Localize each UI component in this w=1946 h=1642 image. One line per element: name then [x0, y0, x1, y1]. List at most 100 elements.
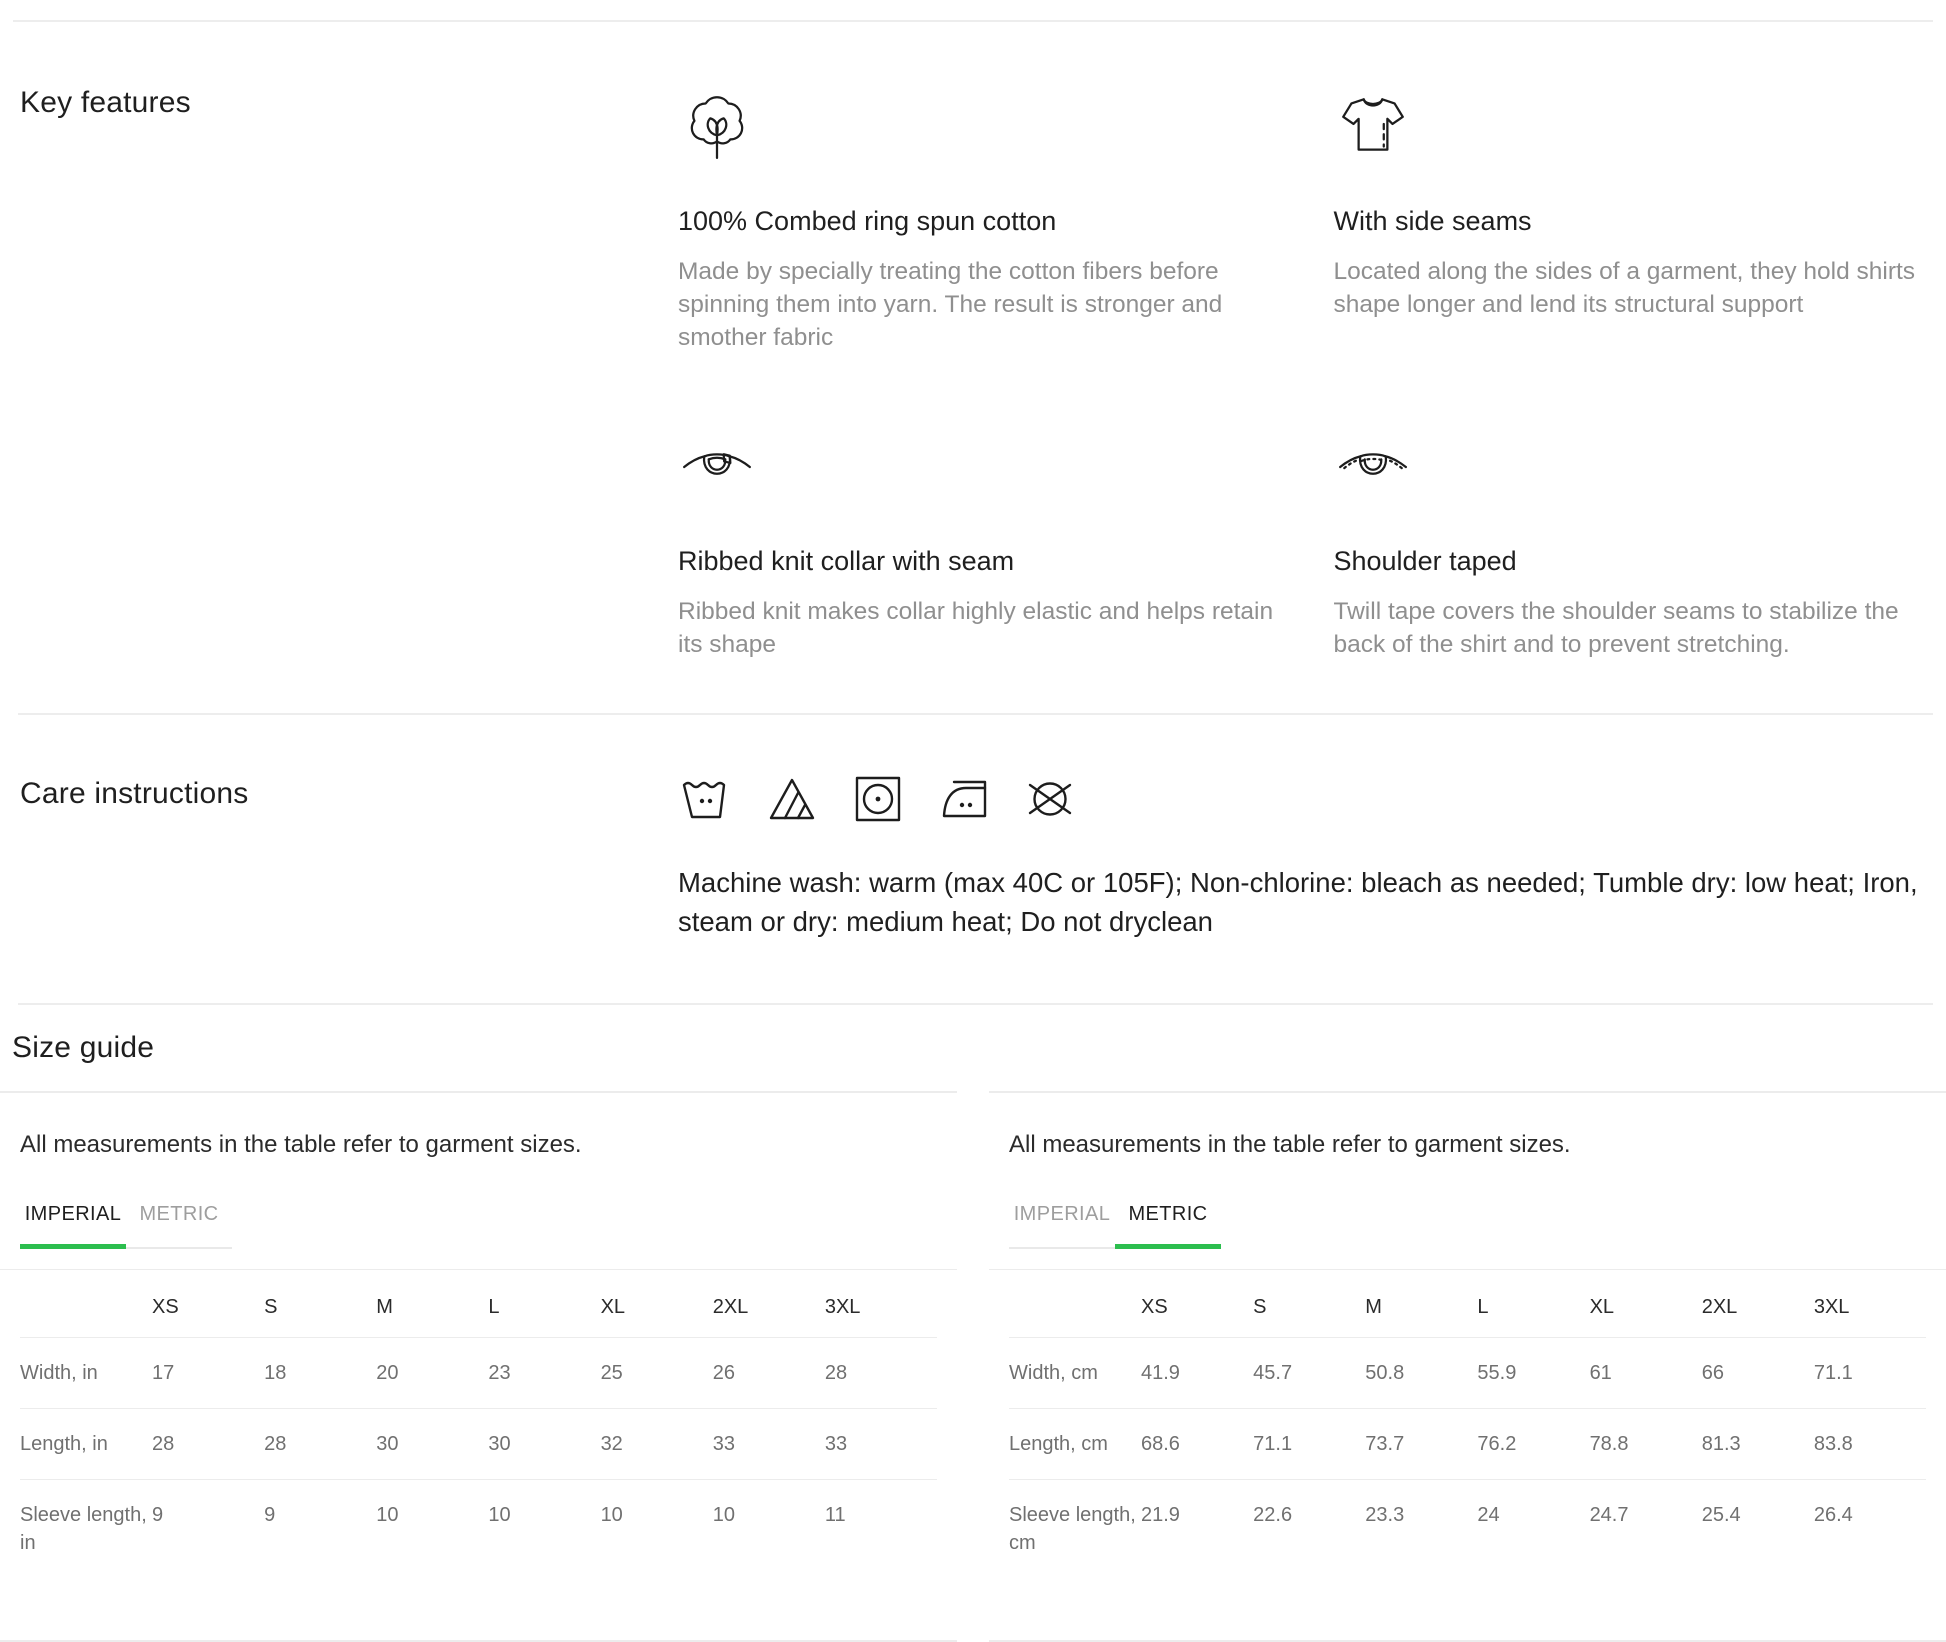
- cell-value: 25: [600, 1337, 713, 1409]
- cell-value: 33: [712, 1408, 825, 1480]
- column-header-l: L: [488, 1270, 601, 1338]
- column-header-3xl: 3XL: [1813, 1270, 1926, 1338]
- cell-value: 23.3: [1365, 1504, 1405, 1526]
- table-row-width: Width, in 17 18 20 23 25 26 28: [20, 1337, 937, 1409]
- column-header-2xl: 2XL: [1701, 1270, 1814, 1338]
- cell-value: 24.7: [1589, 1504, 1629, 1526]
- cell-value: 30: [376, 1408, 489, 1480]
- row-label: Width, in: [20, 1337, 152, 1409]
- cell-value: 55.9: [1477, 1337, 1590, 1409]
- column-header-xs: XS: [1141, 1270, 1254, 1338]
- care-icons-row: [678, 771, 1933, 827]
- cell-value: 25.4: [1701, 1504, 1741, 1526]
- cell-value: 61: [1589, 1337, 1702, 1409]
- unit-tabs: IMPERIAL METRIC: [20, 1203, 957, 1249]
- ribbed-collar-icon: [678, 426, 1278, 504]
- cell-value: 10: [376, 1504, 399, 1526]
- table-row-length: Length, cm 68.6 71.1 73.7 76.2 78.8 81.3…: [1009, 1408, 1926, 1480]
- tumble-dry-icon: [855, 776, 901, 822]
- feature-title: 100% Combed ring spun cotton: [678, 206, 1057, 236]
- cell-value: 24: [1477, 1504, 1500, 1526]
- top-divider: [13, 20, 1933, 22]
- cell-value: 21.9: [1141, 1504, 1180, 1526]
- row-label: Width, cm: [1009, 1337, 1141, 1409]
- size-table-metric: XS S M L XL 2XL 3XL Width, cm 41.9 45.7 …: [1009, 1270, 1926, 1578]
- iron-icon: [942, 780, 987, 818]
- column-header-2xl: 2XL: [712, 1270, 825, 1338]
- cell-value: 45.7: [1253, 1337, 1366, 1409]
- key-features-heading: Key features: [20, 86, 191, 119]
- tab-imperial[interactable]: IMPERIAL: [20, 1203, 126, 1249]
- cell-value: 26: [712, 1337, 825, 1409]
- column-header-s: S: [264, 1270, 377, 1338]
- column-header-s: S: [1253, 1270, 1366, 1338]
- table-row-sleeve-length: Sleeve length, cm 21.9 22.6 23.3 24 24.7…: [1009, 1480, 1926, 1579]
- table-row-width: Width, cm 41.9 45.7 50.8 55.9 61 66 71.1: [1009, 1337, 1926, 1409]
- tab-metric[interactable]: METRIC: [1115, 1203, 1221, 1249]
- feature-description: Ribbed knit makes collar highly elastic …: [678, 598, 1274, 658]
- tab-metric[interactable]: METRIC: [126, 1203, 232, 1249]
- cell-value: 73.7: [1365, 1408, 1478, 1480]
- cell-value: 50.8: [1365, 1337, 1478, 1409]
- care-instructions-heading: Care instructions: [20, 777, 249, 810]
- tab-imperial[interactable]: IMPERIAL: [1009, 1203, 1115, 1249]
- feature-shoulder-taped: Shoulder taped Twill tape covers the sho…: [1334, 426, 1934, 661]
- row-label: Sleeve length, cm: [1009, 1504, 1136, 1554]
- column-header-l: L: [1477, 1270, 1590, 1338]
- side-seams-icon: [1334, 86, 1934, 164]
- column-header-m: M: [376, 1270, 489, 1338]
- feature-side-seams: With side seams Located along the sides …: [1334, 86, 1934, 354]
- column-header-xs: XS: [152, 1270, 265, 1338]
- tabs-divider: [989, 1269, 1946, 1270]
- cell-value: 66: [1701, 1337, 1814, 1409]
- cell-value: 22.6: [1253, 1504, 1293, 1526]
- cell-value: 76.2: [1477, 1408, 1590, 1480]
- feature-title: Ribbed knit collar with seam: [678, 546, 1015, 576]
- non-chlorine-bleach-icon: [769, 778, 815, 820]
- care-instructions-text: Machine wash: warm (max 40C or 105F); No…: [678, 867, 1918, 937]
- cell-value: 68.6: [1141, 1408, 1254, 1480]
- column-header-3xl: 3XL: [824, 1270, 937, 1338]
- cell-value: 10: [488, 1504, 511, 1526]
- column-header-xl: XL: [600, 1270, 713, 1338]
- cell-value: 23: [488, 1337, 601, 1409]
- size-guide-panels: All measurements in the table refer to g…: [0, 1091, 1946, 1642]
- cell-value: 28: [152, 1408, 265, 1480]
- cell-value: 20: [376, 1337, 489, 1409]
- cell-value: 17: [152, 1337, 265, 1409]
- cell-value: 81.3: [1701, 1408, 1814, 1480]
- feature-title: Shoulder taped: [1333, 546, 1517, 576]
- cell-value: 28: [264, 1408, 377, 1480]
- feature-description: Made by specially treating the cotton fi…: [678, 258, 1223, 351]
- measurements-note: All measurements in the table refer to g…: [1009, 1131, 1571, 1158]
- features-grid: 100% Combed ring spun cotton Made by spe…: [678, 86, 1933, 661]
- table-row-length: Length, in 28 28 30 30 32 33 33: [20, 1408, 937, 1480]
- do-not-dryclean-icon: [1028, 782, 1072, 816]
- feature-description: Located along the sides of a garment, th…: [1333, 258, 1916, 318]
- column-header-m: M: [1365, 1270, 1478, 1338]
- measurements-note: All measurements in the table refer to g…: [20, 1131, 582, 1158]
- row-label: Length, in: [20, 1408, 152, 1480]
- tabs-divider: [0, 1269, 957, 1270]
- cell-value: 11: [824, 1504, 846, 1526]
- cell-value: 78.8: [1589, 1408, 1702, 1480]
- cell-value: 9: [264, 1504, 276, 1526]
- size-panel-imperial: All measurements in the table refer to g…: [0, 1091, 957, 1642]
- cell-value: 71.1: [1813, 1337, 1926, 1409]
- column-header-blank: [20, 1270, 152, 1338]
- machine-wash-icon: [682, 781, 726, 819]
- feature-ribbed-collar: Ribbed knit collar with seam Ribbed knit…: [678, 426, 1278, 661]
- key-features-section: Key features 100% Combed ring spun cotto…: [0, 22, 1946, 713]
- row-label: Sleeve length, in: [20, 1504, 147, 1554]
- section-divider: [18, 1003, 1933, 1005]
- cotton-icon: [678, 86, 1278, 164]
- shoulder-taped-icon: [1334, 426, 1934, 504]
- cell-value: 10: [600, 1504, 623, 1526]
- size-guide-heading: Size guide: [12, 1031, 155, 1064]
- care-instructions-section: Care instructions: [0, 715, 1946, 1003]
- size-panel-metric: All measurements in the table refer to g…: [989, 1091, 1946, 1642]
- size-table-header-row: XS S M L XL 2XL 3XL: [1009, 1270, 1926, 1338]
- cell-value: 32: [600, 1408, 713, 1480]
- column-header-xl: XL: [1589, 1270, 1702, 1338]
- cell-value: 28: [824, 1337, 937, 1409]
